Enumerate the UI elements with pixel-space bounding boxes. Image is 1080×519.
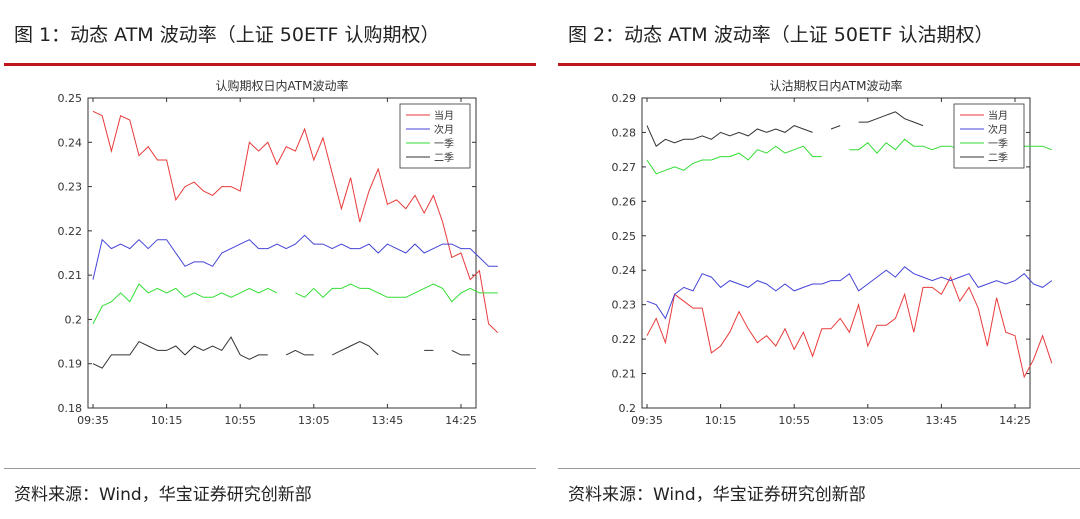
x-tick-label: 14:25 xyxy=(445,414,477,427)
y-tick-label: 0.22 xyxy=(58,225,83,238)
x-tick-label: 13:45 xyxy=(926,414,958,427)
y-tick-label: 0.25 xyxy=(58,92,83,105)
title-divider xyxy=(4,63,536,66)
source-note: 资料来源：Wind，华宝证券研究创新部 xyxy=(14,485,312,505)
figure-title: 图 1：动态 ATM 波动率（上证 50ETF 认购期权） xyxy=(14,24,440,46)
source-divider xyxy=(558,468,1080,469)
legend-label: 一季 xyxy=(434,138,454,150)
chart-svg: 认购期权日内ATM波动率 0.18 0.19 0.2 0.21 0.22 0.23 0.24 0… xyxy=(58,78,499,427)
plot-frame xyxy=(87,97,477,409)
series-line-当月 xyxy=(92,110,499,334)
y-tick-label: 0.2 xyxy=(619,402,637,415)
title-divider xyxy=(558,63,1080,66)
x-tick-label: 09:35 xyxy=(77,414,109,427)
figure-panel-call: 图 1：动态 ATM 波动率（上证 50ETF 认购期权） 认购期权日内ATM波… xyxy=(4,0,536,519)
legend-label: 二季 xyxy=(434,152,454,164)
source-divider xyxy=(4,468,536,469)
y-tick-label: 0.21 xyxy=(58,269,83,282)
figure-panel-put: 图 2：动态 ATM 波动率（上证 50ETF 认沽期权） 认沽期权日内ATM波… xyxy=(558,0,1080,519)
chart-title: 认沽期权日内ATM波动率 xyxy=(770,78,903,93)
x-tick-label: 10:55 xyxy=(778,414,810,427)
chart-title: 认购期权日内ATM波动率 xyxy=(216,78,349,93)
y-tick-label: 0.26 xyxy=(612,195,637,208)
x-tick-label: 10:55 xyxy=(224,414,256,427)
series-line-一季 xyxy=(92,283,498,325)
legend-label: 当月 xyxy=(988,109,1008,122)
y-tick-label: 0.24 xyxy=(58,136,83,149)
x-tick-label: 10:15 xyxy=(151,414,183,427)
y-tick-label: 0.25 xyxy=(612,230,637,243)
y-tick-label: 0.23 xyxy=(612,299,637,312)
chart-svg: 认沽期权日内ATM波动率 0.2 0.21 0.22 0.23 0.24 0.25 0.26 0… xyxy=(612,78,1053,427)
x-tick-label: 10:15 xyxy=(705,414,737,427)
figure-title: 图 2：动态 ATM 波动率（上证 50ETF 认沽期权） xyxy=(568,24,994,46)
legend-label: 一季 xyxy=(988,138,1008,150)
y-tick-label: 0.28 xyxy=(612,126,637,139)
y-tick-label: 0.23 xyxy=(58,181,83,194)
legend-label: 次月 xyxy=(434,123,454,136)
series-line-次月 xyxy=(646,266,1053,320)
y-tick-label: 0.24 xyxy=(612,264,637,277)
series-line-当月 xyxy=(646,275,1053,379)
y-tick-label: 0.19 xyxy=(58,358,83,371)
y-tick-label: 0.27 xyxy=(612,161,637,174)
y-tick-label: 0.21 xyxy=(612,368,637,381)
x-tick-label: 14:25 xyxy=(999,414,1031,427)
legend-label: 二季 xyxy=(988,152,1008,164)
series-line-次月 xyxy=(92,234,498,280)
source-note: 资料来源：Wind，华宝证券研究创新部 xyxy=(568,485,866,505)
x-tick-label: 13:05 xyxy=(852,414,884,427)
plot-frame xyxy=(641,97,1031,409)
chart-put-volatility: 认沽期权日内ATM波动率 0.2 0.21 0.22 0.23 0.24 0.25 0.26 0… xyxy=(558,70,1080,465)
y-tick-label: 0.18 xyxy=(58,402,83,415)
y-tick-label: 0.22 xyxy=(612,333,637,346)
legend-label: 次月 xyxy=(988,123,1008,136)
series-line-二季 xyxy=(93,337,489,368)
series-line-二季 xyxy=(647,112,987,146)
chart-call-volatility: 认购期权日内ATM波动率 0.18 0.19 0.2 0.21 0.22 0.23 0.24 0… xyxy=(4,70,536,465)
x-tick-label: 13:05 xyxy=(298,414,330,427)
x-tick-label: 13:45 xyxy=(372,414,404,427)
y-tick-label: 0.2 xyxy=(65,313,83,326)
legend-label: 当月 xyxy=(434,109,454,122)
y-tick-label: 0.29 xyxy=(612,92,637,105)
x-tick-label: 09:35 xyxy=(631,414,663,427)
